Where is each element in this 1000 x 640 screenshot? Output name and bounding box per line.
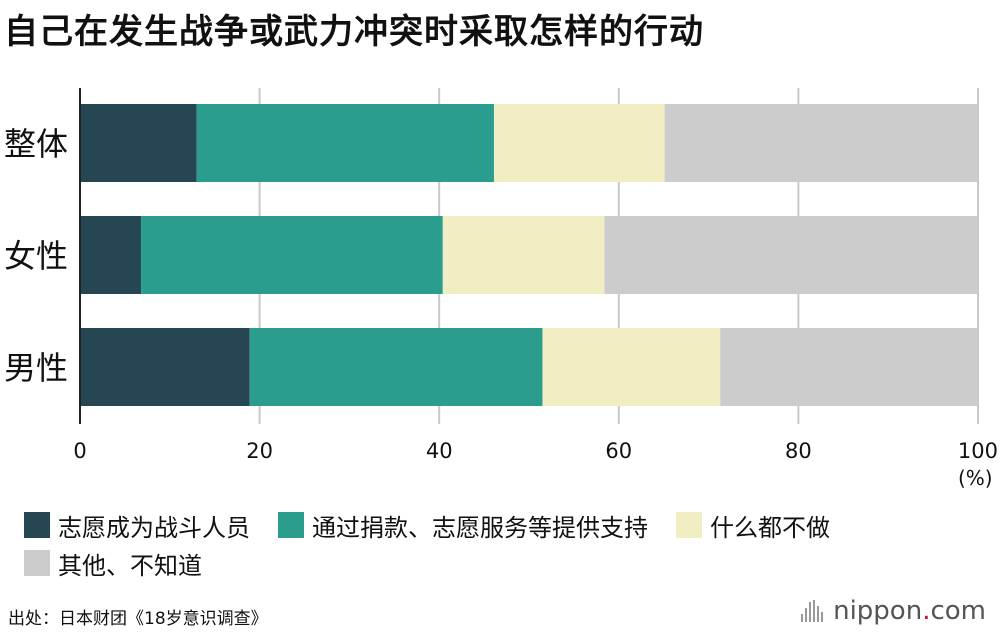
legend-label: 其他、不知道 bbox=[58, 551, 202, 580]
x-tick-label: 20 bbox=[246, 439, 273, 463]
brand-dot: . bbox=[922, 596, 931, 626]
bar-segment bbox=[664, 104, 978, 182]
chart-title: 自己在发生战争或武力冲突时采取怎样的行动 bbox=[4, 12, 704, 52]
brand-suffix: com bbox=[930, 596, 986, 626]
x-tick-label: 60 bbox=[605, 439, 632, 463]
bar-segment bbox=[80, 104, 197, 182]
x-tick-labels: 0 20 40 60 80 100 bbox=[73, 439, 998, 463]
bars bbox=[79, 88, 978, 424]
bar-segment bbox=[542, 328, 721, 406]
category-label: 整体 bbox=[4, 125, 68, 163]
legend-item-other: 其他、不知道 bbox=[24, 546, 202, 581]
legend-row-2: 其他、不知道 bbox=[24, 544, 994, 582]
legend-swatch bbox=[24, 550, 50, 576]
legend-label: 什么都不做 bbox=[710, 513, 830, 542]
legend-item-support: 通过捐款、志愿服务等提供支持 bbox=[278, 508, 648, 543]
x-tick-label: 80 bbox=[785, 439, 812, 463]
legend-swatch bbox=[676, 512, 702, 538]
nippon-logo-icon bbox=[801, 600, 825, 622]
category-label: 男性 bbox=[4, 349, 68, 387]
bar-segment bbox=[196, 104, 494, 182]
x-tick-label: 100 bbox=[958, 439, 998, 463]
brand-logo: nippon. com bbox=[801, 596, 986, 626]
bar-segment bbox=[249, 328, 543, 406]
legend-swatch bbox=[24, 512, 50, 538]
x-tick-label: 40 bbox=[426, 439, 453, 463]
source-note: 出处：日本财团《18岁意识调查》 bbox=[8, 609, 268, 629]
legend: 志愿成为战斗人员 通过捐款、志愿服务等提供支持 什么都不做 其他、不知道 bbox=[24, 506, 994, 582]
legend-row-1: 志愿成为战斗人员 通过捐款、志愿服务等提供支持 什么都不做 bbox=[24, 506, 994, 544]
bar-segment bbox=[80, 216, 142, 294]
bar-segment bbox=[720, 328, 978, 406]
x-axis-unit-label: (%) bbox=[958, 466, 993, 490]
legend-item-combatant: 志愿成为战斗人员 bbox=[24, 508, 250, 543]
bar-segment bbox=[442, 216, 605, 294]
brand-name: nippon bbox=[833, 596, 923, 626]
legend-swatch bbox=[278, 512, 304, 538]
category-label: 女性 bbox=[4, 237, 68, 275]
legend-label: 通过捐款、志愿服务等提供支持 bbox=[312, 513, 648, 542]
bar-segment bbox=[493, 104, 665, 182]
x-tick-label: 0 bbox=[73, 439, 86, 463]
legend-label: 志愿成为战斗人员 bbox=[58, 513, 250, 542]
bar-segment bbox=[80, 328, 250, 406]
bar-segment bbox=[141, 216, 443, 294]
legend-item-nothing: 什么都不做 bbox=[676, 508, 830, 543]
bar-segment bbox=[604, 216, 978, 294]
